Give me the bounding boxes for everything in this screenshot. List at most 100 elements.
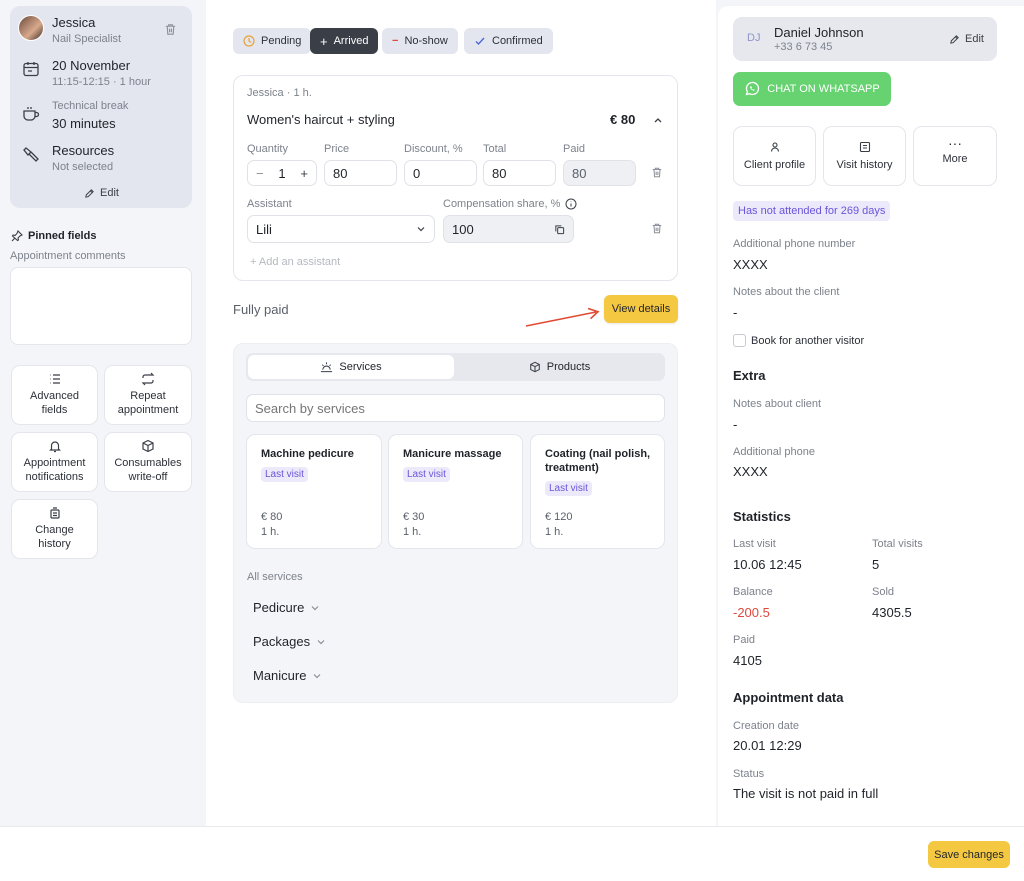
trash-icon[interactable] [164, 23, 177, 36]
status-label: Arrived [333, 35, 369, 47]
clock-icon [243, 35, 255, 47]
tab-products[interactable]: Products [456, 355, 663, 379]
service-card-machine-pedicure[interactable]: Machine pedicure Last visit € 80 1 h. [246, 434, 382, 549]
sold-value: 4305.5 [872, 605, 912, 620]
consumables-writeoff-button[interactable]: Consumables write-off [104, 432, 192, 492]
last-visit-badge: Last visit [403, 467, 450, 482]
last-visit-value: 10.06 12:45 [733, 557, 802, 572]
total-visits-value: 5 [872, 557, 880, 572]
pinned-title: Pinned fields [28, 230, 97, 242]
status-label: Status [733, 768, 765, 780]
extra-title: Extra [733, 368, 766, 383]
chevron-up-icon[interactable] [652, 114, 664, 126]
pinned-fields-header: Pinned fields [11, 230, 96, 242]
extra-notes-value: - [733, 417, 738, 432]
service-price: € 80 [610, 112, 636, 127]
status-confirmed-button[interactable]: Confirmed [464, 28, 553, 54]
service-search-input[interactable] [246, 394, 665, 422]
client-profile-button[interactable]: Client profile [733, 126, 816, 186]
appointment-data-title: Appointment data [733, 690, 844, 705]
appointment-panel: Pending + Arrived − No-show Confirmed Je… [206, 0, 716, 826]
increment-button[interactable]: + [300, 165, 308, 181]
share-input[interactable]: 100 [443, 215, 574, 243]
client-header: DJ Daniel Johnson +33 6 73 45 Edit [733, 17, 997, 61]
share-label-row: Compensation share, % [443, 198, 577, 210]
service-card: Jessica · 1 h. Women's haircut + styling… [233, 75, 678, 281]
service-card-coating[interactable]: Coating (nail polish, treatment) Last vi… [530, 434, 665, 549]
appointment-notifications-button[interactable]: Appointment notifications [11, 432, 98, 492]
master-card: Jessica Nail Specialist 20 November 11:1… [10, 6, 192, 208]
last-visit-badge: Last visit [261, 467, 308, 482]
client-notes-value: - [733, 305, 738, 320]
category-pedicure[interactable]: Pedicure [253, 600, 320, 615]
assistant-label: Assistant [247, 198, 292, 210]
statistics-title: Statistics [733, 509, 791, 524]
advanced-fields-button[interactable]: Advanced fields [11, 365, 98, 425]
pencil-icon [84, 188, 95, 199]
info-icon[interactable] [565, 198, 577, 210]
assistant-value: Lili [256, 221, 272, 237]
creation-date-value: 20.01 12:29 [733, 738, 802, 753]
price-input[interactable]: 80 [324, 160, 397, 186]
arrow-annotation [525, 307, 600, 327]
not-attended-badge: Has not attended for 269 days [733, 201, 891, 221]
repeat-appointment-button[interactable]: Repeat appointment [104, 365, 192, 425]
pin-icon [11, 230, 23, 242]
view-details-button[interactable]: View details [604, 295, 678, 323]
quantity-stepper[interactable]: − 1 + [247, 160, 317, 186]
total-input[interactable]: 80 [483, 160, 556, 186]
service-name: Women's haircut + styling [247, 112, 395, 127]
edit-master-button[interactable]: Edit [84, 187, 119, 199]
discount-label: Discount, % [404, 143, 463, 155]
appointment-time: 11:15-12:15 · 1 hour [52, 76, 151, 88]
creation-date-label: Creation date [733, 720, 800, 732]
trash-icon[interactable] [651, 222, 663, 235]
change-history-button[interactable]: Change history [11, 499, 98, 559]
whatsapp-icon [744, 81, 760, 97]
document-icon [859, 141, 871, 153]
status-noshow-button[interactable]: − No-show [382, 28, 458, 54]
footer-bar: Save changes [0, 826, 1024, 881]
whatsapp-chat-button[interactable]: CHAT ON WHATSAPP [733, 72, 891, 106]
comments-textarea[interactable] [10, 267, 192, 345]
copy-icon[interactable] [554, 224, 565, 235]
calendar-icon [22, 60, 40, 78]
edit-client-button[interactable]: Edit [949, 33, 984, 45]
check-icon [474, 35, 486, 47]
whatsapp-label: CHAT ON WHATSAPP [767, 83, 880, 95]
additional-phone-value: XXXX [733, 257, 768, 272]
discount-input[interactable]: 0 [404, 160, 477, 186]
category-packages[interactable]: Packages [253, 634, 326, 649]
service-catalog: Services Products Machine pedicure Last … [233, 343, 678, 703]
client-initials: DJ [747, 32, 761, 44]
book-another-checkbox[interactable] [733, 334, 746, 347]
category-label: Packages [253, 634, 311, 649]
paid-stat-label: Paid [733, 634, 756, 646]
add-assistant-link[interactable]: + Add an assistant [250, 256, 341, 268]
decrement-button[interactable]: − [256, 165, 264, 181]
status-arrived-button[interactable]: + Arrived [310, 28, 379, 54]
tab-services[interactable]: Services [248, 355, 454, 379]
category-manicure[interactable]: Manicure [253, 668, 322, 683]
status-pending-button[interactable]: Pending [233, 28, 312, 54]
assistant-select[interactable]: Lili [247, 215, 435, 243]
service-card-manicure-massage[interactable]: Manicure massage Last visit € 30 1 h. [388, 434, 523, 549]
status-label: Pending [261, 35, 302, 47]
tab-label: Products [546, 361, 591, 373]
save-changes-button[interactable]: Save changes [928, 841, 1010, 868]
box-icon [141, 439, 155, 453]
trash-icon[interactable] [651, 166, 663, 179]
break-label: Technical break [52, 100, 129, 112]
tile-label: notifications [25, 471, 84, 483]
tile-label: appointment [117, 404, 179, 416]
total-visits-label: Total visits [872, 538, 923, 550]
visit-history-button[interactable]: Visit history [823, 126, 906, 186]
service-master-line: Jessica · 1 h. [247, 87, 312, 99]
more-button[interactable]: ··· More [913, 126, 997, 186]
coffee-icon [22, 106, 40, 122]
chevron-down-icon [316, 637, 326, 647]
appointment-date: 20 November [52, 58, 131, 73]
category-label: Pedicure [253, 600, 305, 615]
share-label: Compensation share, % [443, 198, 561, 210]
break-value: 30 minutes [52, 116, 116, 131]
